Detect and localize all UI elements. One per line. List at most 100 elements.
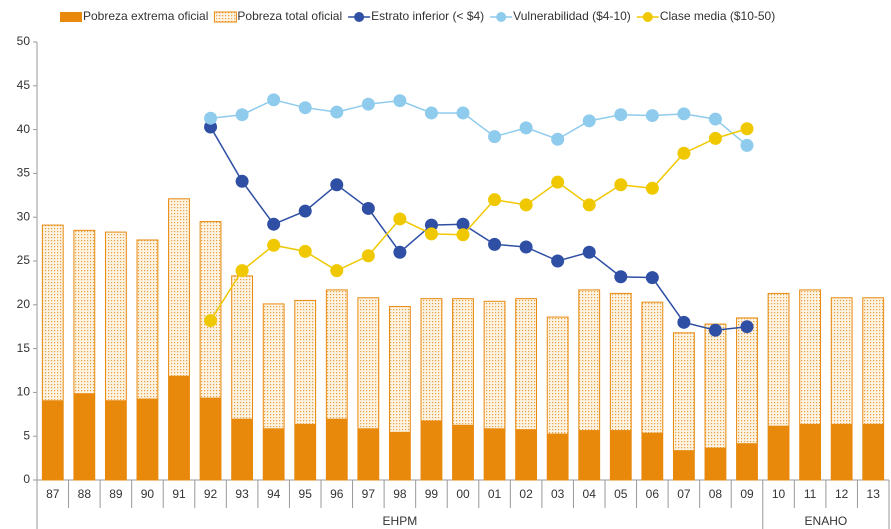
x-tick-label: 08 <box>709 487 723 501</box>
legend-label: Estrato inferior (< $4) <box>371 9 484 23</box>
x-tick-label: 11 <box>804 487 817 501</box>
bar <box>768 425 789 480</box>
x-tick-label: 92 <box>204 487 218 501</box>
y-tick-label: 25 <box>17 253 31 267</box>
x-tick-label: 09 <box>740 487 754 501</box>
x-tick-label: 10 <box>772 487 786 501</box>
x-tick-label: 00 <box>456 487 470 501</box>
marker <box>677 315 691 329</box>
x-tick-label: 03 <box>551 487 565 501</box>
y-tick-label: 10 <box>17 385 31 399</box>
bar <box>421 420 442 480</box>
bar <box>105 400 127 480</box>
bar <box>168 375 190 480</box>
bar <box>736 443 758 480</box>
marker <box>361 97 375 111</box>
bar <box>831 423 853 480</box>
x-tick-label: 04 <box>583 487 597 501</box>
x-tick-label: 06 <box>646 487 660 501</box>
marker <box>393 212 407 226</box>
line <box>210 99 748 146</box>
legend-marker <box>496 12 507 22</box>
x-tick-label: 87 <box>46 487 60 501</box>
marker <box>488 237 502 251</box>
y-tick-label: 35 <box>17 166 31 180</box>
marker <box>645 181 659 195</box>
marker <box>361 249 375 263</box>
x-tick-label: 94 <box>267 487 281 501</box>
y-tick-label: 0 <box>23 472 30 486</box>
marker <box>740 320 754 334</box>
marker <box>298 204 312 218</box>
marker <box>614 178 628 192</box>
marker <box>456 217 470 231</box>
x-tick-label: 02 <box>519 487 533 501</box>
y-tick-label: 30 <box>17 209 31 223</box>
marker <box>267 217 281 231</box>
bar <box>42 400 64 480</box>
bar <box>452 424 474 480</box>
x-tick-label: 95 <box>299 487 313 501</box>
marker <box>582 198 596 212</box>
marker <box>708 131 722 145</box>
x-tick-label: 96 <box>330 487 344 501</box>
bar <box>515 429 537 480</box>
marker <box>424 227 438 241</box>
marker <box>330 264 344 278</box>
x-tick-label: 01 <box>488 487 502 501</box>
marker <box>267 238 281 252</box>
bar <box>73 393 95 480</box>
marker <box>393 245 407 259</box>
x-tick-label: 05 <box>614 487 628 501</box>
marker <box>298 101 312 115</box>
bar <box>705 447 726 480</box>
marker <box>740 138 754 152</box>
marker <box>488 193 502 207</box>
marker <box>393 94 407 108</box>
bar <box>231 418 253 480</box>
marker <box>330 178 344 192</box>
bar <box>547 433 569 480</box>
x-tick-label: 91 <box>172 487 186 501</box>
y-tick-label: 20 <box>17 297 31 311</box>
marker <box>645 271 659 285</box>
bar <box>389 431 411 480</box>
bar <box>357 428 379 480</box>
marker <box>456 228 470 242</box>
x-tick-label: 07 <box>677 487 691 501</box>
marker <box>204 111 218 125</box>
bar <box>137 398 158 480</box>
marker <box>519 240 533 254</box>
bar <box>200 397 221 480</box>
marker <box>267 93 281 107</box>
legend-label: Pobreza extrema oficial <box>83 9 208 23</box>
y-tick-label: 15 <box>17 341 31 355</box>
marker <box>519 121 533 135</box>
x-tick-label: 88 <box>78 487 92 501</box>
marker <box>361 201 375 215</box>
bar <box>484 428 505 480</box>
line <box>209 126 748 331</box>
marker <box>740 122 754 136</box>
legend-swatch <box>213 11 237 23</box>
marker <box>551 132 565 146</box>
x-tick-label: 98 <box>393 487 407 501</box>
marker <box>614 108 628 122</box>
y-tick-label: 50 <box>17 34 31 48</box>
marker <box>456 106 470 120</box>
bar <box>673 450 695 480</box>
bar <box>641 432 663 480</box>
marker <box>708 323 722 337</box>
line <box>209 128 748 321</box>
legend-label: Pobreza total oficial <box>237 9 342 23</box>
bar <box>263 428 285 480</box>
marker <box>330 105 344 119</box>
x-tick-label: 13 <box>867 487 881 501</box>
marker <box>235 264 249 278</box>
bar <box>578 430 600 480</box>
legend-label: Clase media ($10-50) <box>660 9 775 23</box>
marker <box>424 106 438 120</box>
marker <box>519 198 533 212</box>
x-tick-label: 12 <box>835 487 849 501</box>
y-tick-label: 40 <box>17 122 31 136</box>
